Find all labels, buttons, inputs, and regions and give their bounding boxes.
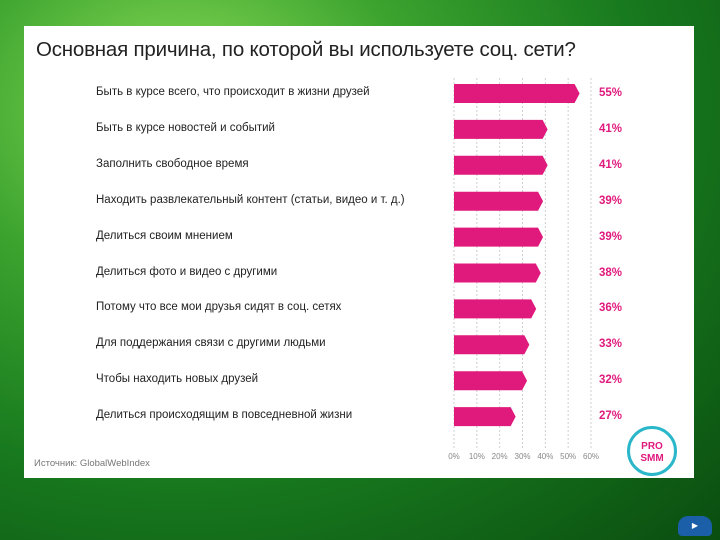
x-tick-label: 30% — [514, 452, 531, 461]
logo-line2: SMM — [640, 453, 664, 464]
category-label: Потому что все мои друзья сидят в соц. с… — [96, 301, 342, 314]
value-label: 41% — [599, 158, 623, 171]
value-label: 39% — [599, 194, 623, 207]
value-label: 32% — [599, 374, 623, 387]
bar — [454, 227, 544, 247]
category-label: Чтобы находить новых друзей — [96, 373, 259, 386]
category-label: Делиться происходящим в повседневной жиз… — [96, 409, 353, 422]
source-note: Источник: GlobalWebIndex — [34, 458, 150, 469]
category-label: Находить развлекательный контент (статьи… — [96, 193, 405, 206]
bar — [454, 119, 548, 139]
x-tick-label: 10% — [468, 452, 485, 461]
category-label: Для поддержания связи с другими людьми — [96, 337, 326, 350]
x-tick-label: 60% — [582, 452, 600, 461]
x-tick-label: 50% — [560, 452, 577, 461]
category-label: Делиться фото и видео с другими — [96, 265, 278, 278]
bar — [454, 263, 541, 283]
value-label: 55% — [599, 87, 623, 99]
x-tick-label: 20% — [491, 452, 508, 461]
bar — [454, 371, 528, 391]
x-tick-label: 40% — [537, 452, 554, 461]
bar — [454, 84, 580, 103]
x-tick-label: 0% — [448, 452, 460, 461]
logo-line1: PRO — [641, 441, 663, 452]
bar-chart — [453, 78, 592, 448]
slide: Основная причина, по которой вы использу… — [24, 26, 694, 478]
bar — [454, 335, 530, 355]
value-label: 39% — [599, 230, 623, 243]
bar — [454, 191, 544, 211]
category-label: Быть в курсе всего, что происходит в жиз… — [96, 86, 370, 98]
value-label: 41% — [599, 122, 623, 135]
category-label: Быть в курсе новостей и событий — [96, 121, 275, 134]
bar — [454, 299, 537, 319]
nav-corner-icon[interactable]: ▶ — [678, 516, 712, 536]
bar — [454, 155, 548, 175]
chart-title: Основная причина, по которой вы использу… — [36, 38, 576, 61]
category-label: Делиться своим мнением — [96, 229, 233, 242]
pro-smm-logo: PRO SMM — [627, 426, 677, 476]
value-label: 38% — [599, 266, 623, 279]
value-label: 33% — [599, 338, 623, 351]
category-label: Заполнить свободное время — [96, 157, 249, 170]
bar — [454, 407, 516, 427]
value-label: 27% — [599, 410, 623, 423]
value-label: 36% — [599, 302, 623, 315]
